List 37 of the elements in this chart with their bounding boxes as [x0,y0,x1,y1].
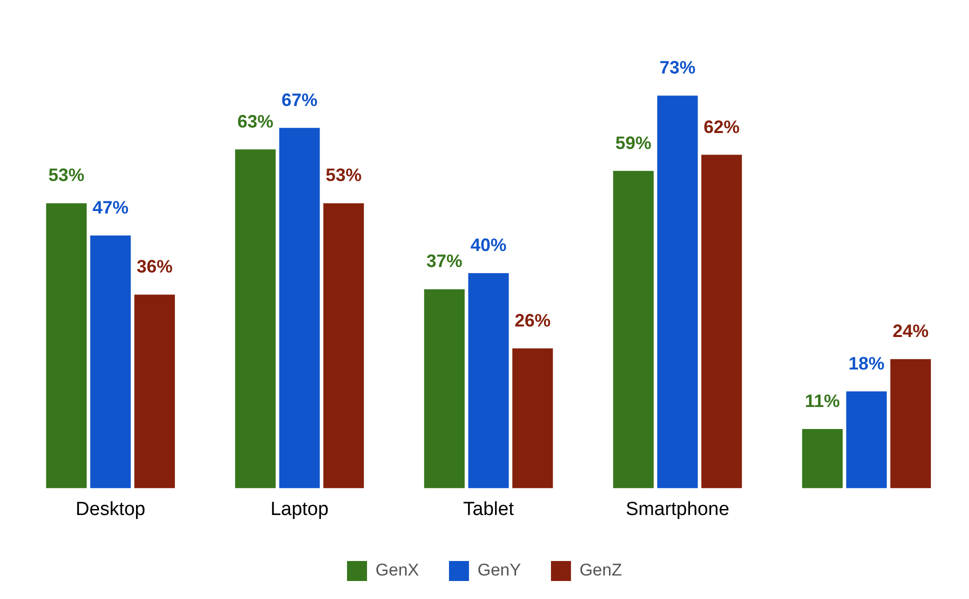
data-label: 24% [892,321,929,342]
bar [512,348,553,488]
bar [802,429,843,488]
data-label: 40% [470,235,507,256]
legend-label: GenZ [579,560,622,580]
data-label: 26% [514,310,551,330]
data-label: 47% [92,197,129,218]
data-label: 18% [848,353,885,374]
data-label: 62% [704,116,740,137]
x-tick-label: Laptop [270,498,329,520]
bar [279,128,320,488]
x-tick-label: Desktop [76,498,146,520]
data-label: 63% [237,111,274,132]
bar [890,359,931,488]
x-tick-label: Tablet [463,498,515,520]
bar [657,96,698,488]
bar [613,170,654,488]
bar [90,235,131,488]
data-label: 37% [426,251,462,272]
data-label: 36% [136,256,173,277]
bar [134,294,175,488]
bar [46,203,87,488]
bar [468,273,509,488]
data-label: 53% [326,165,362,186]
legend-label: GenX [376,560,420,580]
bar [424,289,465,488]
data-label: 59% [615,132,652,153]
data-label: 67% [281,90,318,110]
data-label: 53% [48,165,84,186]
bar [323,203,364,488]
data-label: 73% [659,58,696,78]
bar [846,391,887,488]
legend-label: GenY [477,560,521,580]
x-tick-label: Smartphone [626,498,730,520]
bar [701,154,742,488]
bar [235,149,276,488]
data-label: 11% [804,391,840,412]
